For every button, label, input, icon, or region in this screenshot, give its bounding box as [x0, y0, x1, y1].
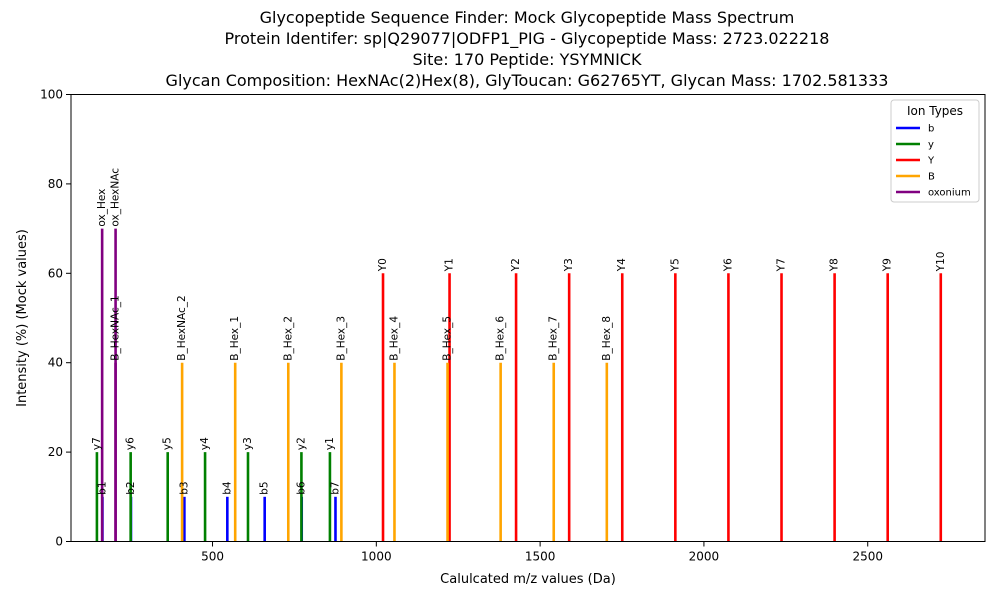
peak-label-b-hex-4: B_Hex_4 — [388, 316, 400, 361]
peak-label-y10: Y10 — [935, 252, 947, 273]
peak-label-y5: y5 — [162, 437, 174, 450]
peak-label-y5: Y5 — [669, 258, 681, 272]
peak-label-y6: Y6 — [722, 258, 734, 272]
legend-label-b: B — [928, 172, 935, 183]
plot-frame — [70, 94, 986, 542]
peak-label-b-hexnac-2: B_HexNAc_2 — [176, 295, 188, 360]
x-tick-label: 1000 — [361, 550, 392, 564]
legend-label-y: y — [928, 140, 934, 151]
peak-label-b-hex-8: B_Hex_8 — [601, 316, 613, 361]
peak-label-y1: Y1 — [444, 258, 456, 272]
peak-label-y4: y4 — [199, 437, 211, 450]
peak-label-y1: y1 — [324, 437, 336, 450]
peak-label-y3: y3 — [242, 437, 254, 450]
peak-label-b-hex-2: B_Hex_2 — [282, 316, 294, 361]
peak-bars — [95, 228, 943, 542]
x-tick-label: 2000 — [689, 550, 720, 564]
peak-label-b-hexnac-1: B_HexNAc_1 — [110, 295, 122, 360]
legend-label-y: Y — [927, 156, 935, 167]
peak-label-b6: b6 — [296, 481, 308, 495]
peak-label-y6: y6 — [125, 437, 137, 450]
peak-label-y8: Y8 — [829, 258, 841, 272]
peak-label-b-hex-1: B_Hex_1 — [229, 316, 241, 361]
peak-label-y4: Y4 — [616, 258, 628, 272]
x-tick-label: 500 — [201, 550, 224, 564]
y-tick-label: 60 — [48, 266, 63, 280]
peak-label-b-hex-3: B_Hex_3 — [335, 316, 347, 361]
y-axis-ticks: 0 20 40 60 80 100 — [40, 88, 71, 549]
legend-label-b: b — [928, 124, 934, 135]
y-tick-label: 100 — [40, 88, 63, 102]
peak-label-y0: Y0 — [377, 258, 389, 272]
peak-labels: b1 b2 b3 b4 b5 b6 b7 y7 y6 y5 y4 y3 y2 y1 Y0 Y1 Y2 Y3 Y4 Y5… — [91, 168, 947, 495]
peak-label-b7: b7 — [329, 481, 341, 494]
peak-label-ox-hexnac: ox_HexNAc — [110, 168, 122, 227]
peak-label-b3: b3 — [178, 481, 190, 494]
peak-label-b-hex-5: B_Hex_5 — [442, 316, 454, 361]
peak-label-y7: y7 — [91, 437, 103, 450]
peak-label-b1: b1 — [96, 481, 108, 494]
peak-label-y3: Y3 — [563, 258, 575, 272]
peak-label-ox-hex: ox_Hex — [96, 189, 108, 227]
legend-title: Ion Types — [907, 104, 963, 118]
peak-label-b-hex-6: B_Hex_6 — [495, 316, 507, 361]
y-axis-label: Intensity (%) (Mock values) — [15, 229, 30, 407]
peak-label-y9: Y9 — [882, 258, 894, 272]
title-line-4: Glycan Composition: HexNAc(2)Hex(8), Gly… — [166, 71, 889, 90]
x-tick-label: 1500 — [525, 550, 556, 564]
peak-label-y7: Y7 — [776, 258, 788, 272]
peak-label-b4: b4 — [221, 481, 233, 495]
x-axis-ticks: 500 1000 1500 2000 2500 — [201, 541, 883, 564]
y-tick-label: 0 — [55, 535, 63, 549]
peak-label-b2: b2 — [125, 481, 137, 494]
peak-label-y2: y2 — [295, 437, 307, 450]
title-line-1: Glycopeptide Sequence Finder: Mock Glyco… — [260, 8, 795, 27]
chart-title: Glycopeptide Sequence Finder: Mock Glyco… — [166, 8, 889, 90]
title-line-2: Protein Identifer: sp|Q29077|ODFP1_PIG -… — [225, 29, 830, 49]
y-tick-label: 80 — [48, 177, 63, 191]
y-tick-label: 20 — [48, 445, 63, 459]
peak-label-b-hex-7: B_Hex_7 — [548, 316, 560, 361]
x-axis-label: Calulcated m/z values (Da) — [440, 572, 616, 587]
x-tick-label: 2500 — [852, 550, 883, 564]
y-tick-label: 40 — [48, 356, 63, 370]
peak-label-y2: Y2 — [510, 258, 522, 272]
title-line-3: Site: 170 Peptide: YSYMNICK — [413, 50, 642, 69]
legend-label-oxonium: oxonium — [928, 188, 971, 199]
peak-label-b5: b5 — [259, 481, 271, 494]
